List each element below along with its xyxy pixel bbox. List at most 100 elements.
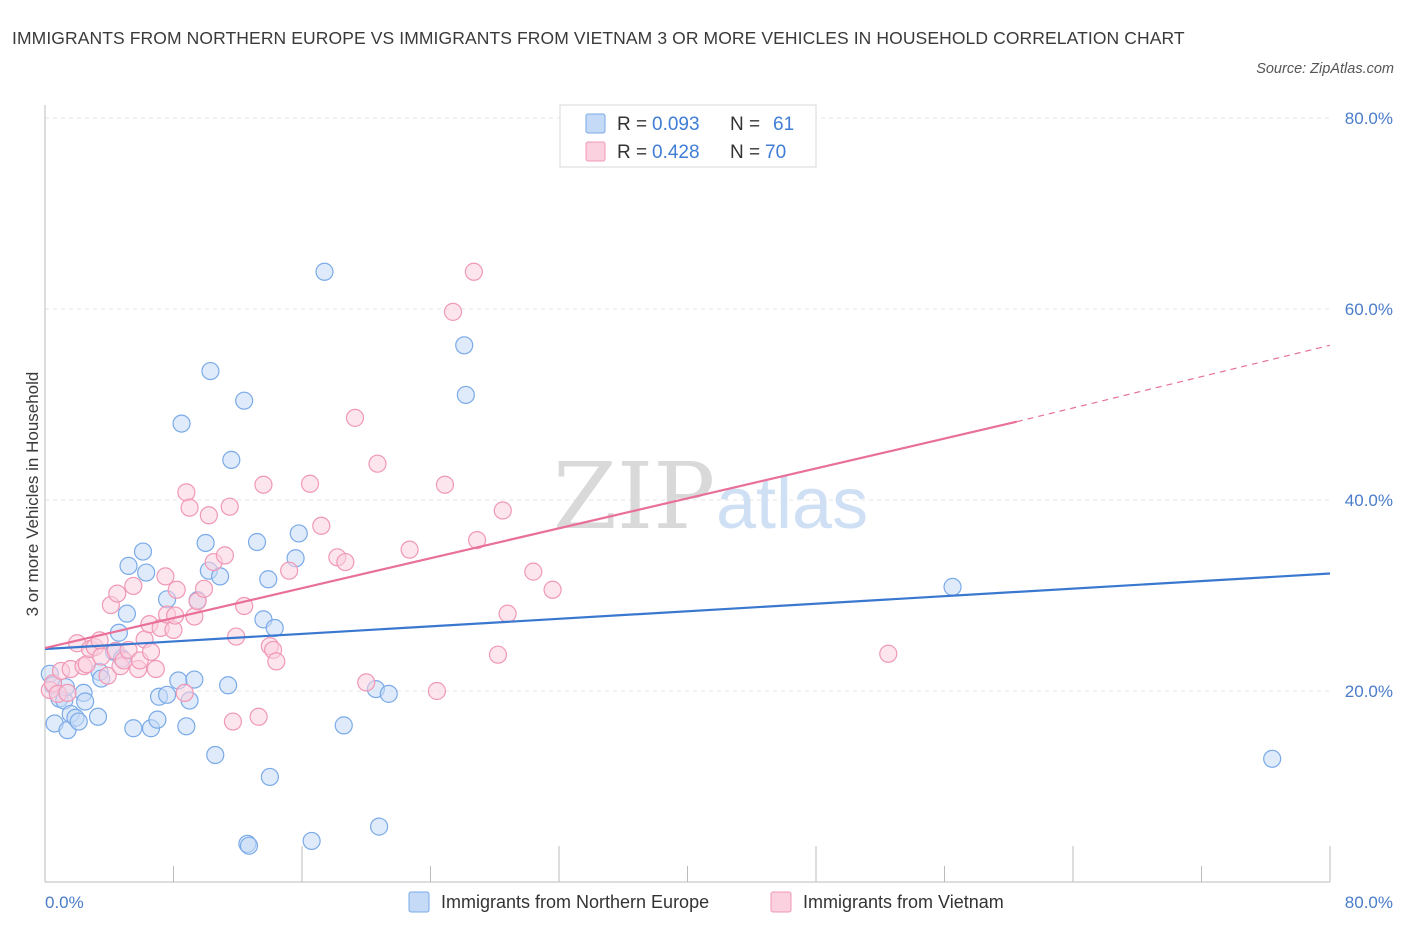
data-point — [146, 659, 165, 679]
data-point — [199, 506, 218, 525]
legend-swatch-vietnam — [585, 141, 606, 162]
y-tick-labels: 20.0% 40.0% 60.0% 80.0% — [1345, 109, 1393, 701]
data-point — [196, 533, 215, 553]
data-point — [201, 361, 220, 381]
data-point — [879, 644, 898, 663]
y-tick-label-20: 20.0% — [1345, 682, 1393, 701]
legend-n-label-2: N = — [730, 142, 760, 163]
data-point — [177, 717, 196, 736]
data-point — [223, 712, 243, 731]
data-point — [239, 836, 259, 855]
series-legend-swatch-vietnam — [770, 891, 792, 913]
series-legend-label-vietnam: Immigrants from Vietnam — [803, 892, 1004, 912]
data-point — [524, 562, 543, 581]
data-point — [334, 716, 353, 735]
data-point — [247, 532, 267, 552]
data-point — [206, 745, 225, 765]
x-tick-label-min: 0.0% — [45, 893, 84, 912]
data-point — [76, 692, 95, 711]
y-tick-label-80: 80.0% — [1345, 109, 1393, 128]
data-point — [265, 618, 284, 638]
data-point — [543, 580, 562, 599]
data-point — [117, 604, 137, 623]
trend-line-1 — [44, 420, 1018, 650]
watermark-atlas: atlas — [716, 464, 868, 544]
data-point — [137, 563, 156, 582]
legend-r-label-2: R = — [617, 142, 647, 163]
data-point — [300, 474, 320, 493]
data-point — [219, 676, 238, 695]
source-label: Source: ZipAtlas.com — [1256, 61, 1394, 77]
data-point — [235, 391, 254, 410]
data-point — [172, 414, 191, 433]
data-point — [254, 475, 273, 494]
data-point — [175, 683, 194, 703]
data-point — [222, 450, 241, 469]
watermark-zip: ZIP — [553, 443, 715, 550]
data-points — [40, 262, 1282, 855]
data-point — [312, 516, 331, 535]
data-point — [167, 580, 186, 599]
axes — [44, 105, 1331, 883]
legend-r-value-1: 0.093 — [652, 114, 700, 135]
data-point — [467, 531, 487, 550]
series-legend: Immigrants from Northern Europe Immigran… — [408, 891, 1004, 913]
data-point — [157, 685, 177, 704]
data-point — [194, 579, 214, 598]
data-point — [220, 497, 239, 516]
legend-r-value-2: 0.428 — [652, 142, 700, 163]
data-point — [302, 831, 321, 851]
y-tick-label-60: 60.0% — [1345, 300, 1393, 319]
correlation-legend: R = 0.093 N = 61 R = 0.428 N = 70 — [559, 104, 817, 168]
data-point — [133, 542, 153, 561]
data-point — [488, 645, 508, 664]
data-point — [185, 670, 204, 689]
data-point — [280, 561, 299, 580]
y-tick-label-40: 40.0% — [1345, 491, 1393, 510]
series-points-1 — [40, 262, 898, 731]
legend-swatch-northern-europe — [585, 113, 606, 134]
data-point — [69, 712, 88, 731]
y-axis-label: 3 or more Vehicles in Household — [23, 372, 42, 617]
trend-lines — [44, 344, 1331, 651]
legend-r-label-1: R = — [617, 114, 647, 135]
data-point — [427, 681, 447, 701]
data-point — [357, 673, 376, 692]
data-point — [336, 552, 355, 572]
watermark: ZIP atlas — [553, 443, 868, 550]
data-point — [119, 556, 138, 575]
legend-n-value-2: 70 — [765, 142, 786, 163]
data-point — [119, 640, 138, 660]
data-point — [156, 567, 175, 586]
data-point — [400, 540, 419, 559]
data-point — [368, 454, 387, 473]
data-point — [185, 607, 204, 626]
legend-n-value-1: 61 — [773, 114, 794, 135]
trend-line-0 — [44, 572, 1331, 651]
data-point — [124, 576, 143, 596]
data-point — [379, 684, 398, 703]
data-point — [88, 707, 108, 726]
data-point — [370, 817, 389, 836]
trend-line-dashed-1 — [1016, 344, 1331, 423]
data-point — [177, 483, 196, 502]
series-legend-swatch-northern-europe — [408, 891, 430, 913]
data-point — [443, 302, 463, 321]
data-point — [215, 546, 234, 565]
data-point — [493, 501, 512, 520]
data-point — [289, 524, 308, 543]
data-point — [943, 577, 962, 597]
data-point — [180, 498, 199, 517]
data-point — [108, 584, 127, 603]
data-point — [1263, 749, 1282, 768]
data-point — [259, 570, 278, 589]
data-point — [249, 707, 268, 726]
data-point — [435, 475, 455, 494]
data-point — [315, 262, 334, 281]
data-point — [267, 652, 286, 671]
data-point — [124, 719, 143, 738]
data-point — [498, 604, 517, 623]
x-tick-label-max: 80.0% — [1345, 893, 1393, 912]
chart-title: IMMIGRANTS FROM NORTHERN EUROPE VS IMMIG… — [12, 28, 1185, 48]
